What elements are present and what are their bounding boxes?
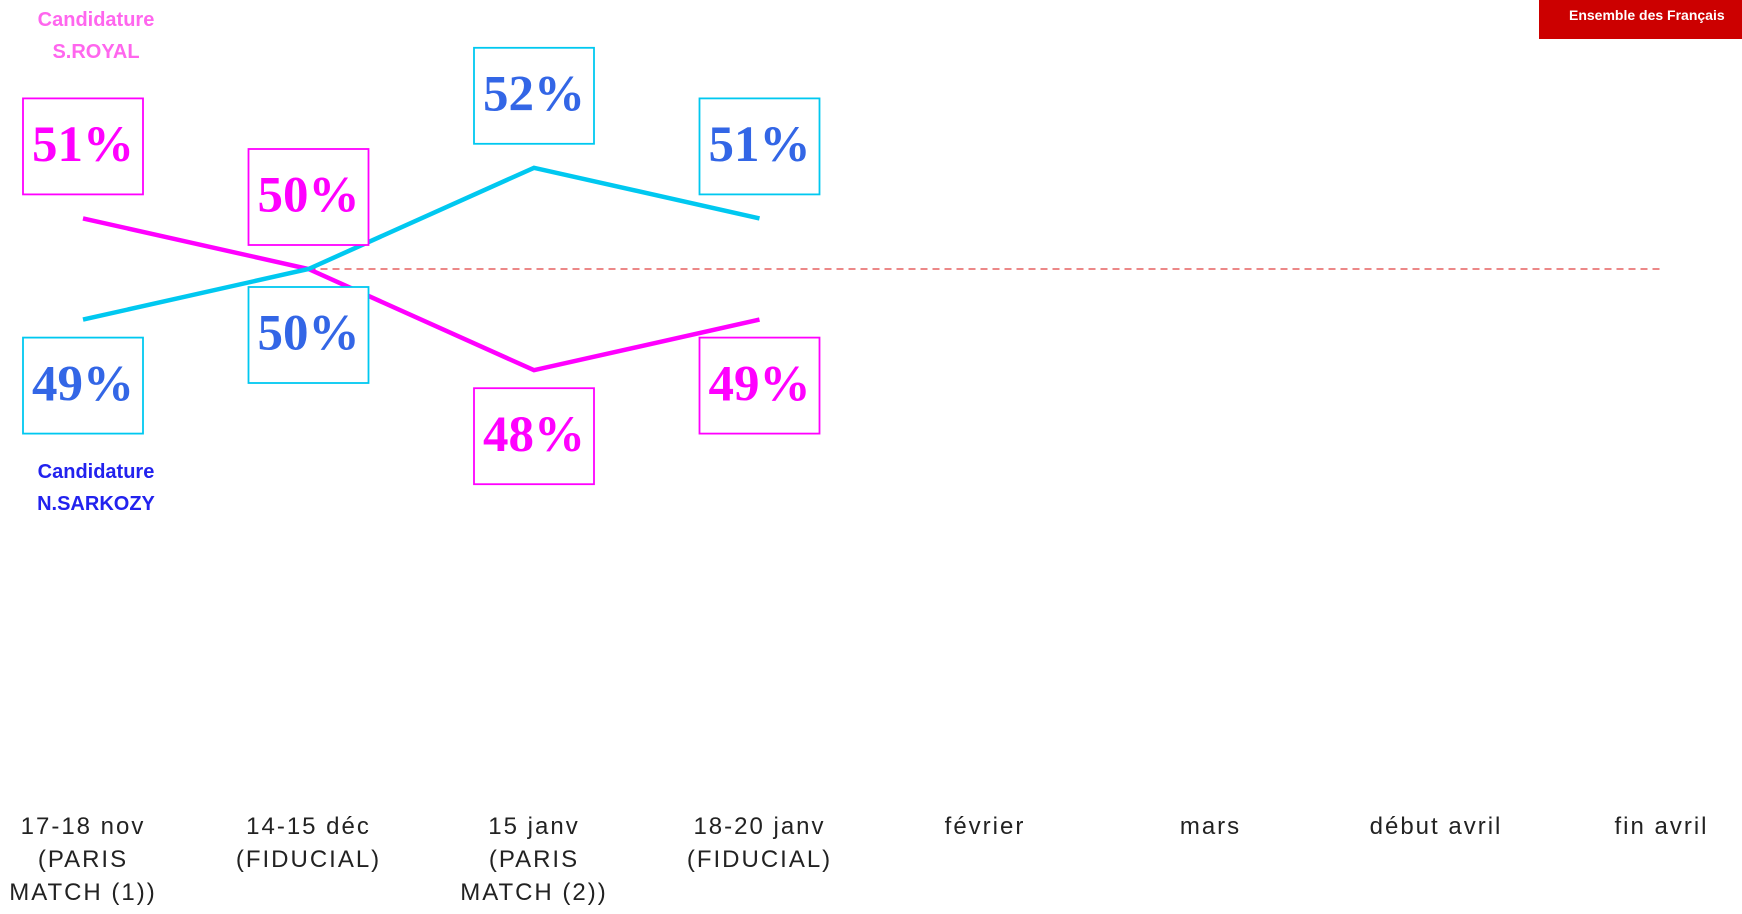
legend-label: Candidature S.ROYAL (37, 9, 155, 63)
x-tick-label: 15 janv (PARIS MATCH (2)) (460, 813, 608, 906)
data-label: 51% (709, 117, 811, 173)
x-tick-label: 18-20 janv (FIDUCIAL) (686, 813, 833, 873)
label-box (22, 336, 144, 435)
label-box (698, 97, 821, 196)
data-label: 52% (483, 67, 585, 123)
legend-label: Candidature N.SARKOZY (37, 461, 155, 515)
data-label: 50% (258, 306, 360, 362)
x-tick-label: début avril (1369, 813, 1503, 840)
label-box (473, 387, 595, 486)
x-tick-label: 14-15 déc (FIDUCIAL) (235, 813, 382, 873)
label-box (247, 148, 370, 246)
label-box (698, 336, 821, 435)
data-label: 49% (709, 356, 811, 412)
label-box (473, 46, 595, 145)
label-box (247, 286, 370, 384)
x-tick-label: 17-18 nov (PARIS MATCH (1)) (9, 813, 157, 906)
data-label: 48% (483, 407, 585, 463)
data-label: 51% (32, 117, 134, 173)
x-tick-label: fin avril (1614, 813, 1709, 840)
line (82, 216, 760, 373)
data-label: 49% (32, 356, 134, 412)
x-tick-label: mars (1179, 813, 1242, 840)
data-label: 50% (258, 168, 360, 224)
badge: Ensemble des Français (1539, 0, 1742, 39)
line (82, 165, 760, 322)
label-box (22, 97, 144, 196)
x-tick-label: février (944, 813, 1026, 840)
